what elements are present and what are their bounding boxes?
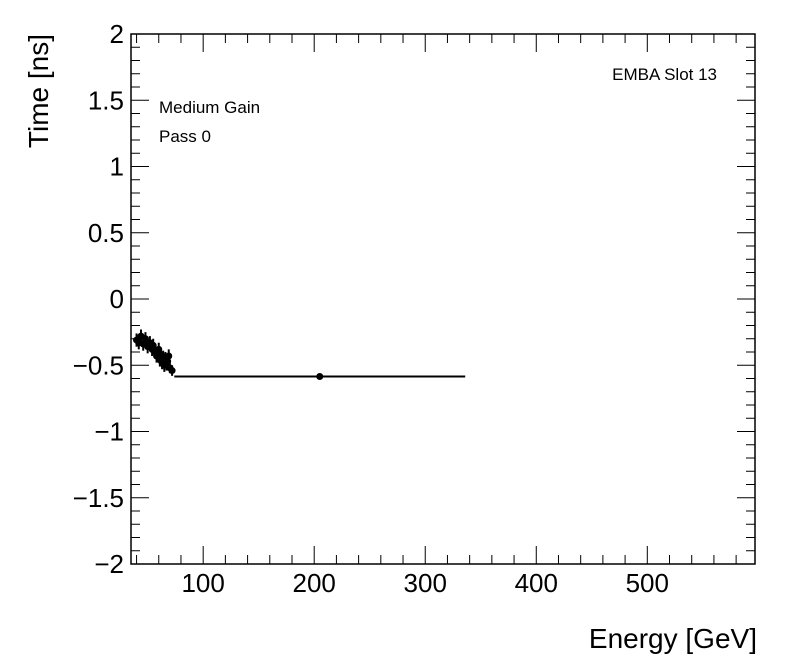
y-tick-label: 1 [110, 152, 124, 182]
x-axis-title: Energy [GeV] [589, 623, 757, 654]
y-tick-label: 0.5 [88, 218, 124, 248]
y-tick-label: 2 [110, 19, 124, 49]
x-tick-labels: 100 200 300 400 500 [181, 568, 669, 598]
y-tick-label: 1.5 [88, 85, 124, 115]
y-tick-labels: −2 −1.5 −1 −0.5 0 0.5 1 1.5 2 [73, 19, 124, 579]
y-tick-label: −1 [94, 417, 124, 447]
slot-annotation: EMBA Slot 13 [612, 65, 717, 84]
x-tick-label: 100 [181, 568, 224, 598]
y-tick-label: −0.5 [73, 350, 124, 380]
gain-annotation: Medium Gain [159, 98, 260, 117]
y-tick-label: −2 [94, 549, 124, 579]
data-point [174, 373, 466, 381]
point-marker [316, 373, 324, 381]
point-marker [168, 367, 176, 375]
point-marker [165, 352, 173, 360]
x-tick-label: 400 [515, 568, 558, 598]
data-marks [133, 329, 466, 381]
x-tick-label: 200 [293, 568, 336, 598]
pass-annotation: Pass 0 [159, 127, 211, 146]
data-point [165, 349, 173, 363]
x-tick-label: 300 [404, 568, 447, 598]
x-tick-label: 500 [626, 568, 669, 598]
axis-ticks [131, 33, 755, 565]
y-tick-label: −1.5 [73, 483, 124, 513]
y-axis-title: Time [ns] [23, 34, 54, 148]
y-tick-label: 0 [110, 284, 124, 314]
data-point [168, 365, 176, 376]
